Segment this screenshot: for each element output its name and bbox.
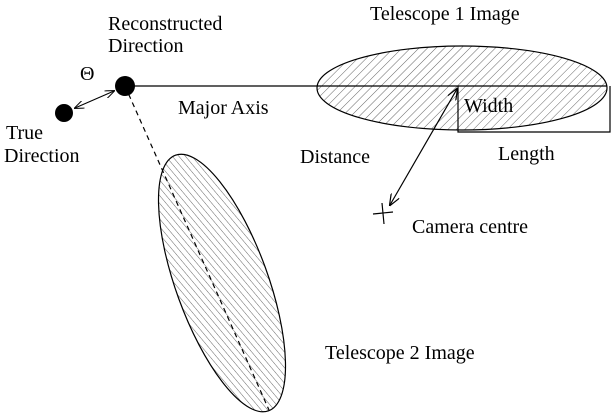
distance-arrow [390, 89, 457, 205]
label: Direction [108, 35, 184, 57]
theta-arrow [75, 91, 114, 108]
label: True [6, 122, 43, 144]
telescope1-ellipse [316, 45, 608, 131]
label: Major Axis [178, 97, 269, 119]
camera-centre-cross [372, 202, 394, 225]
reconstructed-direction-dot [115, 76, 135, 96]
label: Distance [300, 146, 370, 168]
label: Length [498, 143, 555, 165]
label: Telescope 1 Image [370, 3, 520, 25]
label: Reconstructed [108, 13, 222, 35]
label: Θ [80, 63, 94, 85]
label: Telescope 2 Image [325, 342, 475, 364]
true-direction-dot [55, 104, 73, 122]
label: Camera centre [412, 216, 528, 238]
label: Width [464, 95, 513, 117]
telescope2-ellipse [157, 153, 287, 413]
label: Direction [4, 145, 80, 167]
